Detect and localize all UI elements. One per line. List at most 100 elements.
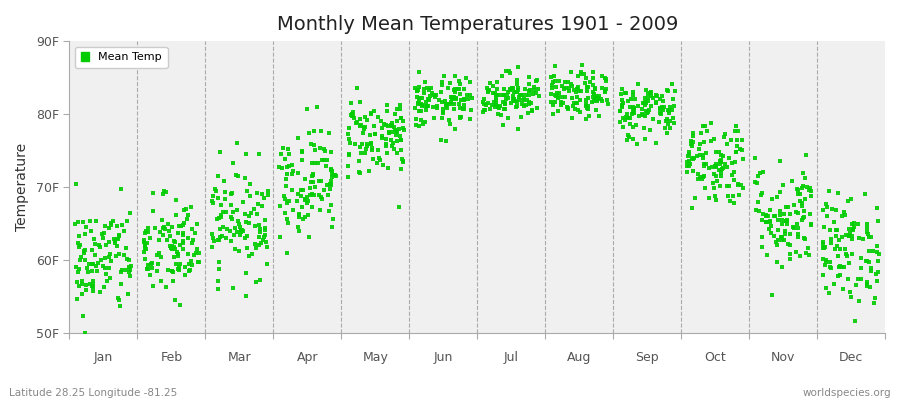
Point xyxy=(413,101,428,107)
Point xyxy=(835,264,850,270)
Point xyxy=(454,114,468,120)
Point xyxy=(239,233,254,240)
Point xyxy=(732,191,746,198)
Point xyxy=(370,160,384,167)
Point xyxy=(748,155,762,161)
Point xyxy=(832,264,846,270)
Point xyxy=(696,174,710,180)
Point xyxy=(230,229,244,235)
Point xyxy=(372,154,386,161)
Point xyxy=(109,223,123,229)
Point xyxy=(261,191,275,198)
Point xyxy=(446,94,461,100)
Point xyxy=(102,254,116,260)
Point xyxy=(752,170,767,176)
Point xyxy=(728,149,742,155)
Point xyxy=(88,241,103,248)
Point xyxy=(708,196,723,203)
Point xyxy=(224,190,238,197)
Point xyxy=(491,86,505,92)
Point xyxy=(860,279,874,286)
Point xyxy=(186,252,201,258)
Point xyxy=(861,248,876,254)
Point xyxy=(412,68,427,75)
Point xyxy=(411,101,426,107)
Point xyxy=(779,216,794,223)
Point xyxy=(599,78,614,84)
Point xyxy=(860,225,874,232)
Point xyxy=(526,91,540,97)
Point xyxy=(259,239,274,245)
Point xyxy=(258,227,273,234)
Point xyxy=(212,149,227,156)
Point xyxy=(748,179,762,185)
Point xyxy=(280,200,294,207)
Point xyxy=(598,86,613,92)
Point xyxy=(73,242,87,248)
Point xyxy=(86,281,100,288)
Point xyxy=(503,70,517,76)
Point xyxy=(150,251,165,258)
Point xyxy=(805,222,819,228)
Point xyxy=(625,96,639,102)
Point xyxy=(229,172,243,178)
Point xyxy=(323,182,338,188)
Point xyxy=(211,236,225,243)
Point xyxy=(668,88,682,94)
Point xyxy=(305,191,320,197)
Point xyxy=(615,102,629,108)
Point xyxy=(326,216,340,222)
Point xyxy=(824,264,838,271)
Point xyxy=(548,78,562,84)
Point xyxy=(573,71,588,77)
Point xyxy=(115,266,130,273)
Point xyxy=(104,222,119,228)
Point xyxy=(491,111,506,118)
Point xyxy=(379,102,393,108)
Point xyxy=(384,120,399,126)
Point xyxy=(324,224,338,230)
Point xyxy=(643,90,657,96)
Point xyxy=(152,250,166,256)
Point xyxy=(464,106,478,113)
Point xyxy=(76,250,91,256)
Point xyxy=(167,246,182,252)
Point xyxy=(594,96,608,102)
Point xyxy=(91,260,105,266)
Point xyxy=(119,245,133,251)
Point xyxy=(412,97,427,103)
Point xyxy=(871,258,886,265)
Point xyxy=(816,256,831,262)
Point xyxy=(342,152,356,158)
Point xyxy=(826,280,841,287)
Point xyxy=(778,231,792,237)
Point xyxy=(649,100,663,106)
Point xyxy=(642,109,656,115)
Point xyxy=(141,262,156,268)
Point xyxy=(425,90,439,96)
Point xyxy=(819,201,833,207)
Point xyxy=(589,95,603,102)
Point xyxy=(448,96,463,102)
Point xyxy=(122,272,137,279)
Point xyxy=(291,224,305,230)
Point xyxy=(726,169,741,175)
Point xyxy=(260,244,274,250)
Point xyxy=(206,193,220,199)
Point xyxy=(238,151,253,157)
Point xyxy=(280,164,294,170)
Point xyxy=(839,232,853,238)
Point xyxy=(165,268,179,274)
Point xyxy=(272,163,286,170)
Point xyxy=(793,253,807,259)
Point xyxy=(782,251,796,257)
Point xyxy=(356,125,371,132)
Point xyxy=(307,192,321,198)
Point xyxy=(584,99,598,106)
Point xyxy=(733,146,747,152)
Point xyxy=(759,212,773,219)
Point xyxy=(119,267,133,273)
Point xyxy=(506,93,520,99)
Point xyxy=(233,226,248,233)
Point xyxy=(837,264,851,270)
